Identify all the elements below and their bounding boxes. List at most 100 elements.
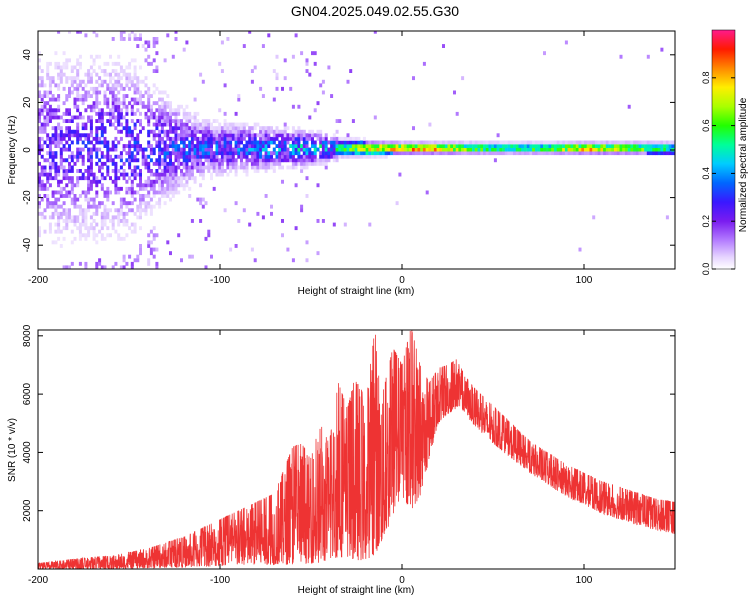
spectrogram-cell <box>376 147 380 152</box>
spectrogram-cell <box>106 208 110 213</box>
spectrogram-cell <box>78 208 82 213</box>
spectrogram-cell <box>95 111 99 116</box>
spectrogram-cell <box>250 129 254 134</box>
spectrogram-cell <box>139 144 142 148</box>
spectrogram-cell <box>248 136 252 141</box>
spectrogram-cell <box>158 136 162 141</box>
spectrogram-cell <box>70 261 74 266</box>
spectrogram-cell <box>491 140 495 145</box>
spectrogram-cell <box>103 154 107 159</box>
spectrogram-cell <box>98 126 102 131</box>
spectrogram-cell <box>177 147 181 152</box>
spectrogram-cell <box>166 183 170 188</box>
spectrogram-cell <box>442 140 445 145</box>
spectrogram-cell <box>171 172 175 177</box>
spectrogram-cell <box>455 144 459 148</box>
spectrogram-cell <box>302 151 306 156</box>
spectrogram-cell <box>100 226 104 231</box>
spectrogram-cell <box>300 204 304 209</box>
spectrogram-cell <box>46 133 50 138</box>
spectrogram-cell <box>87 72 91 77</box>
spectrogram-cell <box>48 215 52 220</box>
spectrogram-cell <box>218 126 222 131</box>
spectrogram-cell <box>660 47 664 52</box>
spectrogram-cell <box>652 144 656 148</box>
spectrogram-cell <box>373 144 377 148</box>
spectrogram-cell <box>89 54 93 59</box>
spectrogram-cell <box>584 147 587 152</box>
spectrogram-cell <box>43 104 47 109</box>
spectrogram-cell <box>286 158 290 163</box>
spectrogram-cell <box>201 122 205 127</box>
spectrogram-cell <box>43 183 47 188</box>
spectrogram-cell <box>210 144 213 148</box>
spectrogram-cell <box>180 154 183 159</box>
spectrogram-cell <box>193 151 197 156</box>
spectrogram-cell <box>57 165 61 170</box>
spectrogram-cell <box>70 229 74 234</box>
spectrogram-cell <box>59 72 63 77</box>
spectrogram-cell <box>100 236 104 241</box>
spectrogram-cell <box>38 172 41 177</box>
spectrogram-cell <box>351 147 355 152</box>
spectrogram-cell <box>635 151 639 156</box>
spectrogram-cell <box>256 144 260 148</box>
spectrogram-cell <box>234 158 238 163</box>
spectrogram-cell <box>231 129 235 134</box>
spectrogram-cell <box>253 165 257 170</box>
spectrogram-cell <box>117 104 121 109</box>
spectrogram-cell <box>223 208 227 213</box>
spectrogram-cell <box>270 136 273 141</box>
spectrogram-cell <box>305 140 309 145</box>
spectrogram-cell <box>149 158 153 163</box>
spectrogram-cell <box>431 151 435 156</box>
spectrogram-cell <box>330 140 334 145</box>
spectrogram-cell <box>289 154 293 159</box>
spectrogram-cell <box>305 154 309 159</box>
spectrogram-cell <box>248 222 252 227</box>
spectrogram-cell <box>51 201 55 206</box>
spectrogram-cell <box>139 97 142 102</box>
spectrogram-cell <box>578 144 582 148</box>
spectrogram-cell <box>171 129 175 134</box>
spectrogram-cell <box>362 151 366 156</box>
spectrogram-cell <box>177 111 181 116</box>
spectrogram-cell <box>95 104 99 109</box>
spectrogram-cell <box>619 147 623 152</box>
spectrogram-cell <box>139 211 142 216</box>
spectrogram-cell <box>261 94 265 98</box>
spectrogram-cell <box>398 147 402 152</box>
spectrogram-cell <box>431 144 435 148</box>
spectrogram-cell <box>311 151 314 156</box>
spectrogram-cell <box>354 147 358 152</box>
spectrogram-cell <box>122 236 126 241</box>
spectrogram-cell <box>128 226 132 231</box>
spectrogram-cell <box>619 54 623 59</box>
spectrogram-cell <box>461 151 465 156</box>
spectrogram-cell <box>180 176 183 181</box>
spectrogram-cell <box>330 144 334 148</box>
spectrogram-cell <box>185 183 189 188</box>
spectrogram-cell <box>119 31 123 34</box>
spectrogram-cell <box>556 144 560 148</box>
spectrogram-cell <box>122 101 126 106</box>
spectrogram-cell <box>73 101 77 106</box>
spectrogram-cell <box>51 151 55 156</box>
spectrogram-cell <box>139 251 142 256</box>
spectrogram-cell <box>65 215 69 220</box>
spectrogram-cell <box>128 101 132 106</box>
spectrogram-cell <box>584 140 587 145</box>
spectrogram-cell <box>392 144 396 148</box>
spectrogram-cell <box>469 151 473 156</box>
spectrogram-cell <box>106 104 110 109</box>
spectrogram-cell <box>215 140 219 145</box>
spectrogram-cell <box>133 126 137 131</box>
spectrogram-cell <box>373 147 377 152</box>
spectrogram-cell <box>111 215 115 220</box>
spectrogram-cell <box>193 136 197 141</box>
spectrogram-cell <box>68 194 71 198</box>
spectrogram-cell <box>38 229 41 234</box>
spectrogram-cell <box>414 151 418 156</box>
spectrogram-cell <box>422 61 426 66</box>
spectrogram-cell <box>92 201 96 206</box>
